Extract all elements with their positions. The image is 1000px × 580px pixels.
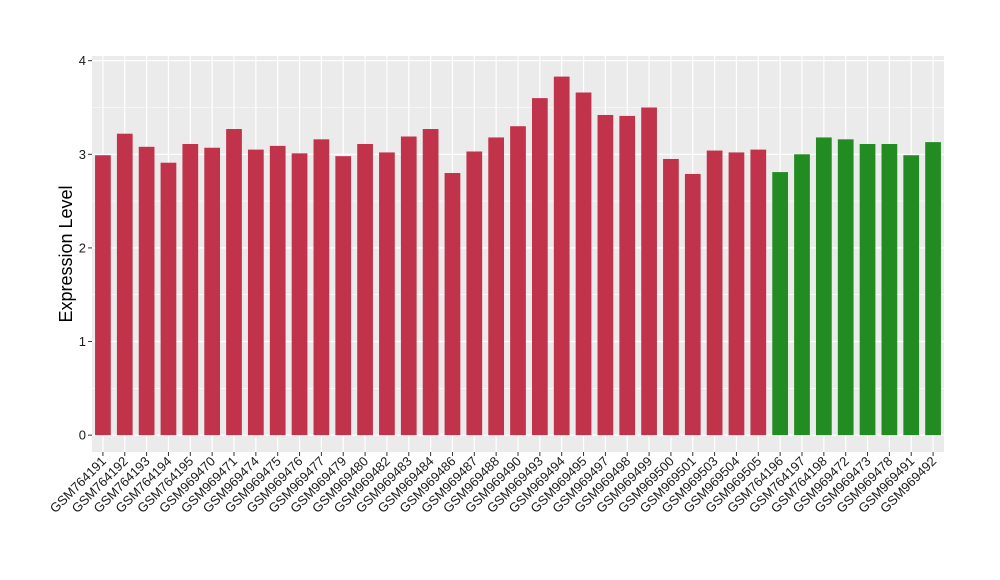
bar-gsm969470 (204, 147, 221, 436)
y-tick-label: 3 (79, 147, 86, 162)
bar-gsm969483 (400, 136, 417, 436)
bar-gsm969477 (313, 139, 330, 436)
bar-gsm969471 (226, 129, 242, 436)
bar-gsm969476 (291, 153, 308, 436)
bar-gsm969495 (575, 92, 592, 436)
bar-gsm969493 (531, 98, 548, 436)
bar-gsm764191 (95, 155, 111, 436)
y-tick-label: 0 (79, 428, 86, 443)
bar-gsm969497 (597, 114, 614, 436)
bar-gsm969487 (466, 151, 483, 436)
y-axis-title: Expression Level (56, 185, 76, 322)
bar-gsm969499 (641, 107, 657, 436)
bar-gsm764196 (772, 172, 789, 436)
x-axis: GSM764191GSM764192GSM764193GSM764194GSM7… (47, 452, 939, 516)
bar-gsm969503 (706, 150, 723, 436)
bar-gsm764197 (794, 154, 810, 436)
bar-gsm969505 (750, 149, 767, 436)
bar-gsm764192 (116, 133, 133, 436)
bar-gsm969484 (422, 129, 439, 436)
bar-gsm969474 (247, 149, 264, 436)
bar-gsm969479 (335, 156, 352, 436)
y-tick-label: 2 (79, 240, 86, 255)
bar-gsm969482 (379, 152, 395, 436)
bar-gsm969492 (925, 142, 941, 436)
bar-gsm969475 (269, 145, 286, 436)
bar-gsm969491 (903, 155, 920, 436)
bar-gsm969473 (859, 144, 876, 436)
bar-gsm969472 (837, 139, 854, 436)
bar-gsm969500 (663, 158, 679, 436)
bar-gsm764193 (138, 146, 155, 436)
bar-gsm969480 (357, 144, 373, 436)
bar-gsm969504 (728, 152, 745, 436)
y-tick-label: 4 (79, 53, 86, 68)
bar-gsm969490 (510, 126, 526, 436)
bar-gsm969488 (488, 137, 505, 436)
bar-gsm764195 (182, 144, 199, 436)
bar-gsm969501 (684, 173, 701, 436)
bar-gsm969486 (444, 173, 461, 436)
bar-gsm969494 (553, 76, 570, 436)
bars (95, 76, 941, 436)
bar-gsm764194 (160, 162, 177, 436)
bar-gsm764198 (815, 137, 832, 436)
y-tick-label: 1 (79, 334, 86, 349)
y-axis: 0 1 2 3 4 (79, 53, 92, 443)
bar-gsm969478 (881, 144, 898, 436)
bar-gsm969498 (619, 115, 636, 436)
